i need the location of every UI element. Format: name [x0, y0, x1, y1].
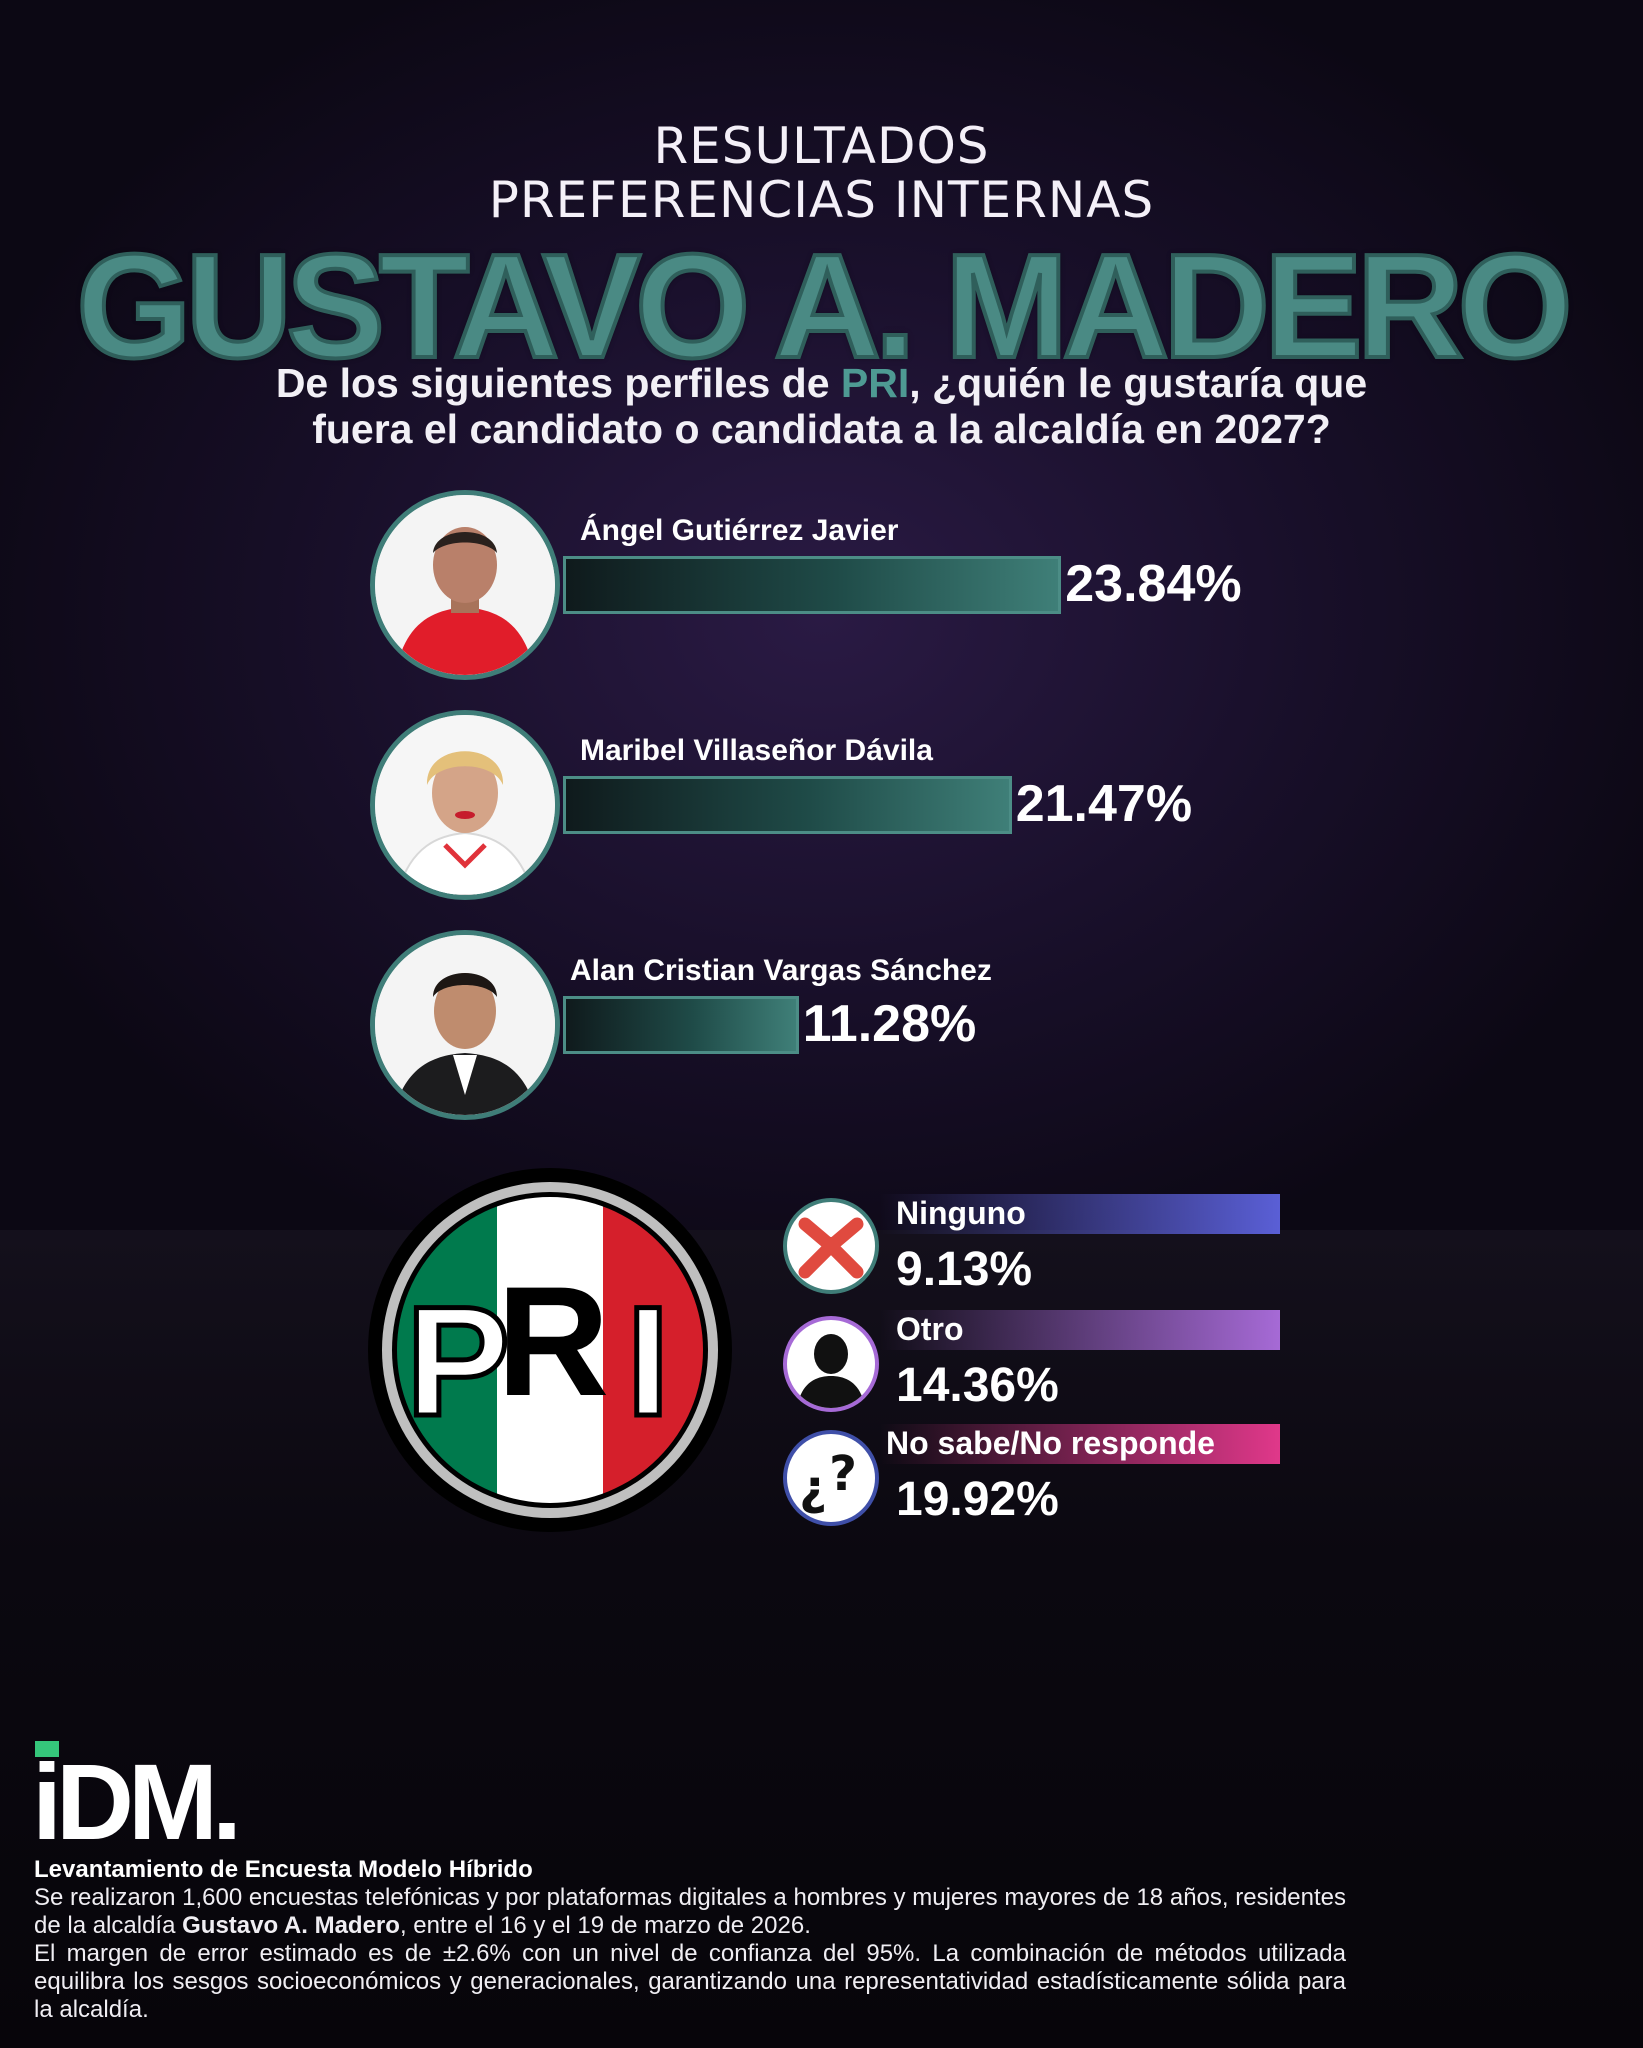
pri-party-logo: P R I [365, 1165, 735, 1535]
option-percentage: 19.92% [896, 1473, 1059, 1526]
question-marks-icon: ¿ ? [783, 1430, 879, 1526]
x-mark-icon [783, 1198, 879, 1294]
candidate-percentage: 21.47% [1015, 775, 1193, 833]
option-label-bar [880, 1194, 1280, 1234]
header-line-1: RESULTADOS [653, 117, 990, 175]
candidate-percentage: 11.28% [802, 995, 977, 1053]
question-line-1: De los siguientes perfiles de PRI, ¿quié… [275, 360, 1368, 406]
candidate-name: Maribel Villaseñor Dávila [580, 734, 933, 767]
question-line-2: fuera el candidato o candidata a la alca… [312, 406, 1331, 452]
idm-logo: iDM. [32, 1741, 242, 1862]
candidate-bar [563, 776, 1012, 834]
candidate-percentage: 23.84% [1065, 555, 1242, 613]
person-silhouette-icon [783, 1316, 879, 1412]
candidate-1-photo [370, 490, 560, 680]
idm-logo-dot [35, 1741, 59, 1757]
option-label: No sabe/No responde [886, 1425, 1215, 1461]
footer-paragraph-1: Se realizaron 1,600 encuestas telefónica… [34, 1884, 1346, 1939]
page-title: GUSTAVO A. MADERO [74, 224, 1574, 389]
option-label-bar [880, 1424, 1280, 1464]
svg-text:P: P [406, 1275, 510, 1449]
option-label: Otro [896, 1311, 964, 1347]
candidate-name: Alan Cristian Vargas Sánchez [570, 954, 992, 987]
header-line-2: PREFERENCIAS INTERNAS [488, 171, 1155, 229]
footer-title: Levantamiento de Encuesta Modelo Híbrido [34, 1856, 533, 1883]
candidate-name: Ángel Gutiérrez Javier [580, 514, 899, 547]
option-label: Ninguno [896, 1195, 1026, 1231]
candidate-bar [563, 996, 799, 1054]
option-label-bar [880, 1310, 1280, 1350]
option-percentage: 14.36% [896, 1359, 1059, 1412]
candidate-2-photo [370, 710, 560, 900]
candidate-bar [563, 556, 1062, 614]
option-percentage: 9.13% [896, 1243, 1033, 1296]
svg-text:I: I [626, 1275, 669, 1449]
svg-text:?: ? [829, 1446, 857, 1502]
footer-paragraph-2: El margen de error estimado es de ±2.6% … [34, 1940, 1346, 2023]
svg-text:R: R [497, 1255, 610, 1429]
candidate-3-photo [370, 930, 560, 1120]
svg-text:¿: ¿ [799, 1460, 827, 1516]
